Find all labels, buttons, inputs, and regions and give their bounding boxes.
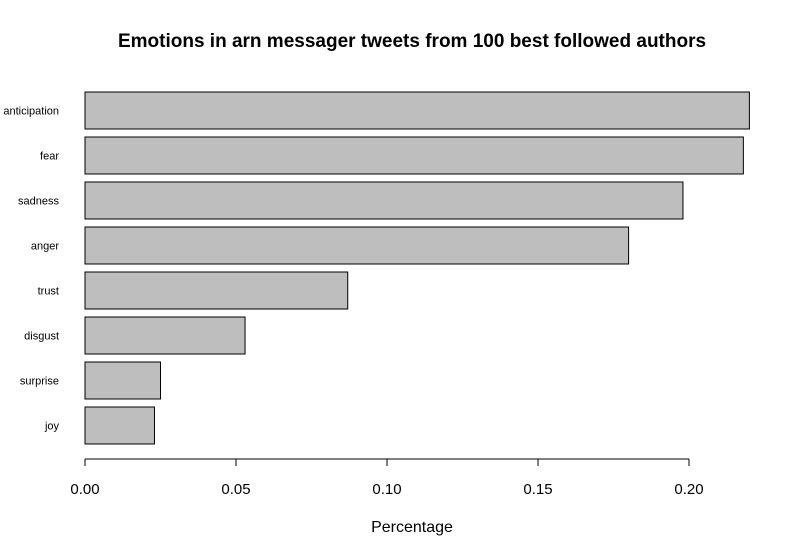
category-label-trust: trust: [38, 286, 59, 298]
x-tick-label: 0.20: [674, 481, 703, 498]
category-label-joy: joy: [44, 421, 60, 433]
bar-joy: [84, 406, 155, 445]
category-label-fear: fear: [40, 151, 59, 163]
bar-trust: [84, 271, 349, 310]
x-axis-title: Percentage: [371, 519, 453, 536]
bar-surprise: [84, 361, 161, 400]
category-label-anticipation: anticipation: [3, 106, 59, 118]
category-labels: anticipation fear sadness anger trust disgust…: [3, 106, 59, 433]
bar-anger: [84, 226, 630, 265]
category-label-anger: anger: [31, 241, 59, 253]
bars-group: [84, 91, 750, 445]
x-tick-label: 0.15: [523, 481, 552, 498]
category-label-surprise: surprise: [20, 376, 59, 388]
bar-disgust: [84, 316, 246, 355]
category-label-disgust: disgust: [24, 331, 59, 343]
x-tick-label: 0.05: [221, 481, 250, 498]
bar-fear: [84, 136, 744, 175]
category-label-sadness: sadness: [18, 196, 59, 208]
x-tick-label: 0.00: [70, 481, 99, 498]
chart-title: Emotions in arn messager tweets from 100…: [118, 31, 706, 52]
x-tick-label: 0.10: [372, 481, 401, 498]
x-axis: 0.00 0.05 0.10 0.15 0.20: [70, 458, 704, 498]
bar-anticipation: [84, 91, 750, 130]
bar-sadness: [84, 181, 684, 220]
